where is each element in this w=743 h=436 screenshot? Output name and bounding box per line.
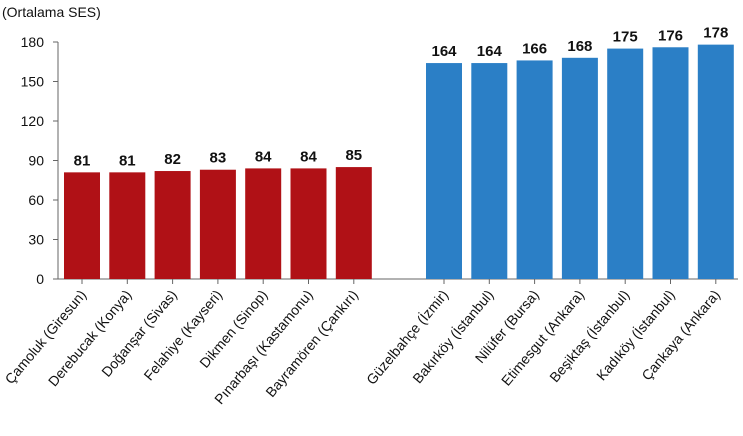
bar (652, 47, 689, 280)
data-label: 164 (477, 43, 503, 60)
category-label: Güzelbahçe (İzmir) (362, 286, 451, 388)
data-label: 85 (345, 147, 362, 164)
category-label: Çamoluk (Giresun) (2, 287, 90, 387)
y-tick-label: 60 (28, 192, 44, 208)
bar (426, 63, 462, 279)
y-axis-unit-label: (Ortalama SES) (2, 4, 101, 20)
category-label: Beşiktaş (İstanbul) (545, 286, 632, 385)
category-label: Etimesgut (Ankara) (498, 287, 587, 389)
category-label: Çankaya (Ankara) (638, 287, 723, 384)
bar (64, 172, 100, 279)
category-label: Kadıköy (İstanbul) (592, 286, 678, 383)
data-label: 175 (613, 29, 638, 46)
bar (109, 172, 146, 279)
category-label: Felahiye (Kayseri) (140, 287, 225, 384)
data-label: 166 (522, 40, 547, 57)
data-label: 164 (431, 43, 457, 60)
y-tick-label: 150 (21, 74, 45, 90)
bar (516, 60, 553, 279)
y-tick-label: 120 (21, 113, 45, 129)
category-label: Derebucak (Konya) (45, 287, 135, 390)
data-label: 83 (210, 150, 227, 167)
data-label: 82 (164, 151, 181, 168)
bar (561, 57, 598, 279)
category-label: Bayramören (Çankırı) (262, 287, 361, 400)
bar (607, 48, 644, 280)
data-label: 178 (703, 25, 728, 42)
bar (199, 169, 236, 279)
bar (471, 63, 508, 279)
y-tick-label: 30 (28, 232, 44, 248)
bar (154, 171, 191, 279)
category-label: Bakırköy (İstanbul) (409, 286, 497, 386)
y-tick-label: 90 (28, 153, 44, 169)
data-label: 81 (74, 152, 91, 169)
data-label: 176 (658, 27, 683, 44)
bar (335, 167, 372, 279)
data-label: 84 (255, 148, 272, 165)
bar (245, 168, 282, 279)
data-label: 168 (567, 38, 592, 55)
bar (290, 168, 327, 279)
data-label: 81 (119, 152, 136, 169)
bars (64, 44, 734, 280)
y-tick-label: 0 (36, 271, 44, 287)
bar (697, 44, 734, 280)
data-label: 84 (300, 148, 317, 165)
y-tick-label: 180 (21, 34, 45, 50)
